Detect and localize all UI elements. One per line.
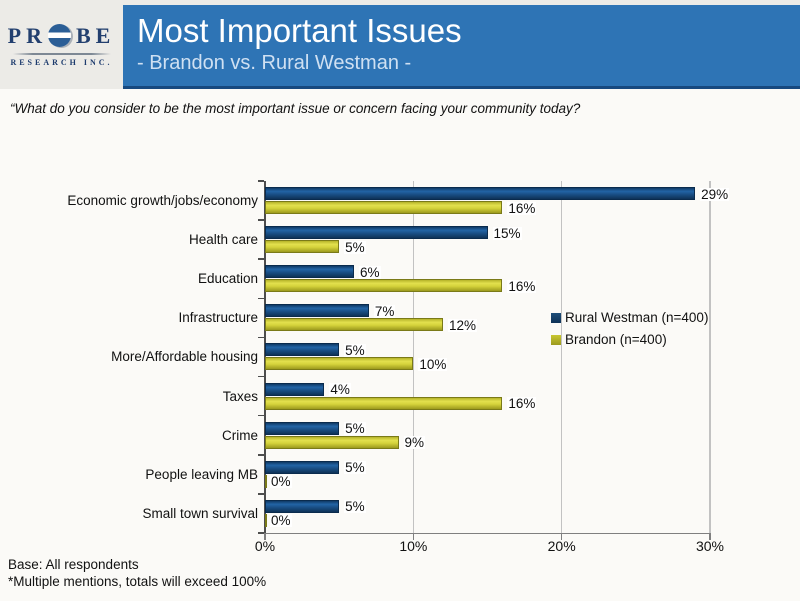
value-label: 0%	[270, 474, 292, 490]
category-label: Economic growth/jobs/economy	[67, 193, 258, 209]
bar-brandon	[265, 435, 399, 449]
category-label: More/Affordable housing	[111, 349, 258, 365]
globe-icon	[47, 24, 71, 47]
value-axis-tick	[709, 534, 711, 540]
category-axis-tick	[258, 219, 264, 221]
logo-letters-left: PR	[7, 22, 47, 48]
category-axis-tick	[258, 180, 264, 182]
bar-brandon	[265, 474, 267, 488]
value-label: 10%	[418, 356, 448, 372]
value-axis-line	[264, 532, 711, 534]
category-axis-labels: Economic growth/jobs/economy Health care E…	[28, 181, 258, 533]
category-axis-tick	[258, 375, 264, 378]
value-label: 12%	[448, 317, 478, 333]
value-axis-tick-label: 0%	[254, 538, 276, 554]
legend-swatch-icon	[551, 312, 561, 323]
category-label: Small town survival	[142, 505, 258, 521]
value-axis-tick	[264, 534, 266, 540]
category-axis-tick	[258, 414, 264, 417]
logo-divider	[12, 52, 111, 55]
logo-letters-right: BE	[75, 22, 116, 48]
gridline	[412, 181, 415, 533]
value-label: 16%	[507, 200, 537, 216]
value-label: 5%	[344, 460, 366, 476]
bar-brandon	[265, 240, 340, 254]
value-label: 5%	[344, 421, 366, 437]
bar-brandon	[265, 357, 414, 371]
gridline	[709, 181, 711, 533]
value-axis-tick	[560, 534, 563, 540]
logo-wordmark: PR BE	[8, 23, 116, 49]
category-label: Health care	[188, 232, 258, 248]
bar-rural-westman	[265, 421, 340, 435]
value-label: 5%	[344, 499, 366, 515]
category-axis-tick	[258, 454, 264, 456]
value-label: 15%	[492, 225, 522, 241]
value-label: 16%	[507, 396, 537, 412]
value-axis-tick-labels: 0% 10% 20% 30%	[255, 538, 724, 556]
bar-rural-westman	[265, 382, 325, 396]
page-title: Most Important Issues	[137, 12, 462, 49]
value-axis-tick-label: 30%	[695, 538, 725, 554]
bar-brandon	[265, 318, 443, 332]
value-label: 6%	[359, 264, 381, 280]
value-axis-tick	[412, 534, 415, 540]
category-label: Crime	[222, 427, 258, 443]
value-axis-tick-label: 10%	[399, 538, 428, 554]
category-axis-tick	[258, 336, 264, 339]
bar-rural-westman	[265, 226, 488, 240]
category-label: Education	[197, 271, 258, 287]
value-label: 4%	[329, 382, 351, 398]
bar-rural-westman	[265, 304, 369, 318]
bar-chart-plot-area: 29% 16% 15% 5% 6% 16% 7% 12% 5% 10% 4% 16% 5% 9% 5% 0% 5…	[258, 180, 730, 540]
chart-legend: Rural Westman (n=400) Brandon (n=400)	[551, 310, 708, 354]
bar-brandon	[265, 201, 503, 214]
category-label: Taxes	[222, 388, 258, 404]
category-axis-tick	[258, 532, 264, 534]
category-axis-line	[264, 181, 266, 533]
footnote-multiple-mentions: *Multiple mentions, totals will exceed 1…	[8, 574, 267, 589]
category-label: People leaving MB	[145, 466, 258, 482]
legend-label: Rural Westman (n=400)	[565, 310, 709, 325]
legend-swatch-icon	[551, 334, 561, 345]
survey-question-text: “What do you consider to be the most imp…	[10, 101, 581, 116]
bar-rural-westman	[265, 460, 340, 474]
bar-brandon	[265, 396, 503, 410]
value-label: 7%	[373, 303, 396, 319]
value-label: 5%	[344, 342, 366, 358]
probe-research-logo: PR BE RESEARCH INC.	[0, 0, 123, 89]
footnote: Base: All respondents *Multiple mentions…	[8, 556, 266, 590]
category-axis-tick	[258, 258, 264, 260]
value-label: 29%	[700, 186, 730, 202]
category-label: Infrastructure	[178, 310, 258, 326]
value-label: 16%	[507, 278, 537, 294]
page-subtitle: - Brandon vs. Rural Westman -	[137, 52, 412, 74]
category-axis-tick	[258, 297, 264, 300]
footnote-base: Base: All respondents	[8, 557, 139, 572]
bar-rural-westman	[265, 187, 696, 200]
value-label: 5%	[344, 239, 366, 255]
bar-rural-westman	[265, 265, 354, 279]
bar-brandon	[265, 279, 503, 293]
bar-rural-westman	[265, 499, 340, 513]
value-axis-tick-label: 20%	[547, 538, 576, 554]
title-banner: Most Important Issues - Brandon vs. Rura…	[123, 5, 800, 89]
legend-item: Brandon (n=400)	[551, 332, 708, 347]
legend-label: Brandon (n=400)	[565, 332, 667, 347]
value-label: 9%	[403, 435, 426, 451]
bar-brandon	[265, 513, 267, 527]
category-axis-tick	[258, 493, 264, 495]
legend-item: Rural Westman (n=400)	[551, 310, 708, 325]
gridline	[560, 181, 563, 533]
value-label: 0%	[270, 513, 292, 529]
bar-rural-westman	[265, 343, 340, 357]
logo-tagline: RESEARCH INC.	[10, 57, 113, 67]
